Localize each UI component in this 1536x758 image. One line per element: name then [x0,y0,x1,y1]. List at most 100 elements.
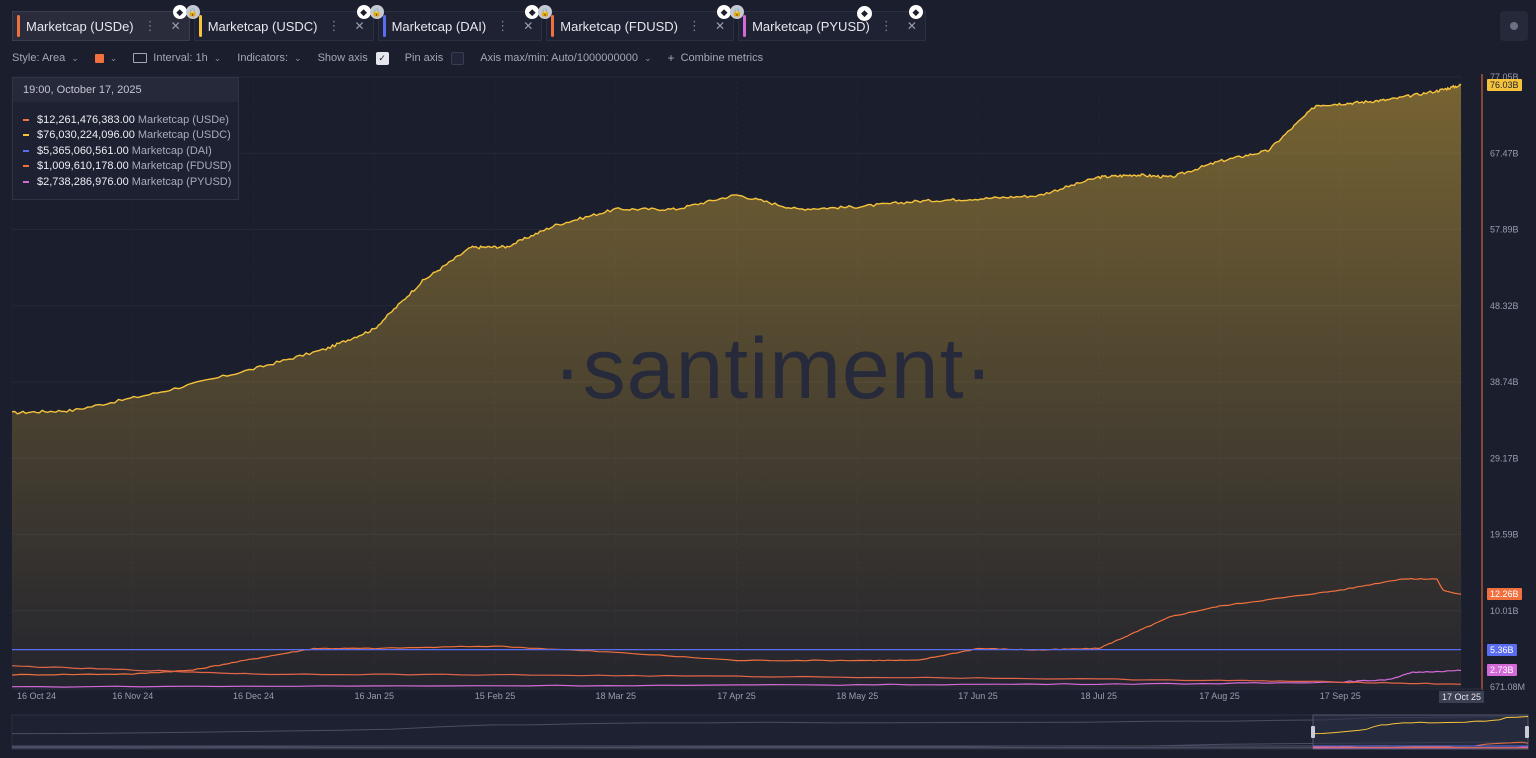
navigator-selection-line [1312,715,1529,735]
metric-tab[interactable]: Marketcap (USDe) ⋮ ✕ ◆ [12,5,190,41]
series-line [11,577,1462,676]
tab-label: Marketcap (USDe) [26,18,134,34]
y-tick-label: 10.01B [1490,606,1519,616]
style-dropdown[interactable]: Style: Area ⌄ [12,52,79,64]
series-dash [23,134,29,137]
indicators-dropdown[interactable]: Indicators: ⌄ [237,52,301,64]
show-axis-checkbox[interactable]: ✓ [375,51,389,65]
x-tick-label: 17 Apr 25 [717,691,756,701]
close-icon[interactable]: ✕ [523,19,534,33]
color-swatch [94,53,104,63]
calendar-icon [133,53,148,63]
pin-axis-checkbox[interactable] [451,51,465,65]
tab-label: Marketcap (FDUSD) [560,18,679,34]
tooltip-value: $12,261,476,383.00 [37,113,135,126]
chevron-down-icon: ⌄ [644,52,652,63]
last-value-badge: 76.03B [1487,79,1522,92]
metric-tab[interactable]: Marketcap (USDC) ⋮ ✕ ◆ 🔒 [185,5,374,41]
tooltip-row: $12,261,476,383.00 Marketcap (USDe) [13,112,238,128]
chevron-down-icon: ⌄ [109,52,118,63]
combine-metrics-button[interactable]: + Combine metrics [668,51,764,65]
close-icon[interactable]: ✕ [715,19,726,33]
series-dash [23,165,29,168]
close-icon[interactable]: ✕ [170,19,181,33]
tooltip-row: $76,030,224,096.00 Marketcap (USDC) [13,128,238,144]
chart-toolbar: Style: Area ⌄ ⌄ Interval: 1h ⌄ Indicator… [12,50,779,66]
settings-dot-button[interactable] [1500,11,1528,41]
series-color-swatch [743,15,747,37]
tooltip-value: $5,365,060,561.00 [37,144,129,157]
plus-icon: + [667,51,675,65]
tab-label: Marketcap (PYUSD) [752,18,870,34]
y-tick-label: 67.47B [1490,148,1519,158]
y-tick-label: 77.05B [1490,72,1519,82]
tooltip-row: $5,365,060,561.00 Marketcap (DAI) [13,143,238,159]
series-line [11,665,1462,685]
tooltip-series-name: Marketcap (DAI) [131,144,212,157]
hover-tooltip: 19:00, October 17, 2025 $12,261,476,383.… [12,77,239,200]
series-color-swatch [17,15,20,37]
range-navigator[interactable] [11,714,1529,750]
style-label: Style: Area [12,52,66,64]
metric-tab[interactable]: Marketcap (FDUSD) ⋮ ✕ ◆ 🔒 [538,5,735,41]
y-tick-label: 48.32B [1490,301,1519,311]
tooltip-date: 19:00, October 17, 2025 [13,78,238,102]
ethereum-icon: ◆ [356,5,371,19]
x-tick-label: 16 Oct 24 [17,691,56,701]
close-icon[interactable]: ✕ [354,19,365,33]
indicators-label: Indicators: [237,52,289,64]
ethereum-icon: ◆ [525,5,540,19]
more-options-icon[interactable]: ⋮ [688,18,702,33]
interval-label: Interval: 1h [153,52,208,64]
tooltip-series-name: Marketcap (FDUSD) [131,160,232,173]
chevron-down-icon: ⌄ [71,52,79,63]
x-axis: 16 Oct 24 16 Nov 24 16 Dec 24 16 Jan 25 15 F… [12,688,1482,701]
y-tick-label: 29.17B [1490,453,1519,463]
more-options-icon[interactable]: ⋮ [143,18,157,33]
tooltip-rows: $12,261,476,383.00 Marketcap (USDe) $76,03… [13,102,238,190]
y-axis: 77.05B 67.47B 57.89B 48.32B 38.74B 29.17B 19.5… [1481,72,1525,692]
pin-axis-label: Pin axis [404,52,444,64]
y-tick-label: 57.89B [1490,225,1519,235]
y-tick-label: 19.59B [1490,530,1519,540]
more-options-icon[interactable]: ⋮ [496,18,510,33]
last-value-badge: 12.26B [1487,588,1522,601]
ethereum-icon: ◆ [857,6,872,21]
series-color-swatch [382,15,386,37]
pin-axis-toggle[interactable]: Pin axis [404,51,465,65]
x-tick-label: 16 Jan 25 [354,691,394,701]
series-dash [23,180,29,183]
close-icon[interactable]: ✕ [906,19,917,33]
y-tick-label: 671.08M [1490,682,1525,692]
last-value-badge: 2.73B [1487,664,1517,677]
color-picker[interactable]: ⌄ [94,52,118,64]
tab-label: Marketcap (USDC) [207,18,318,34]
navigator-right-handle [1525,726,1529,738]
tooltip-series-name: Marketcap (USDC) [137,129,231,142]
interval-dropdown[interactable]: Interval: 1h ⌄ [133,52,221,64]
metric-tab[interactable]: Marketcap (PYUSD) ⋮ ✕ ◆ 🔒 [730,5,926,41]
x-tick-label: 18 May 25 [836,691,878,701]
chevron-down-icon: ⌄ [213,52,222,63]
x-tick-label: 17 Aug 25 [1199,691,1240,701]
chart-series [11,83,1462,688]
chevron-down-icon: ⌄ [294,52,302,63]
x-tick-label: 17 Sep 25 [1320,691,1361,701]
current-date-badge: 17 Oct 25 [1439,691,1485,703]
metric-tab[interactable]: Marketcap (DAI) ⋮ ✕ ◆ 🔒 [369,5,543,41]
ethereum-icon: ◆ [172,5,187,19]
tab-label: Marketcap (DAI) [391,18,487,34]
x-tick-label: 18 Jul 25 [1080,691,1117,701]
usdc-area [12,84,1461,687]
more-options-icon[interactable]: ⋮ [327,18,341,33]
ethereum-icon: ◆ [717,5,732,19]
series-dash [23,118,29,121]
tooltip-value: $1,009,610,178.00 [37,160,129,173]
show-axis-toggle[interactable]: Show axis ✓ [317,51,389,65]
axis-minmax-dropdown[interactable]: Axis max/min: Auto/1000000000 ⌄ [480,52,651,64]
navigator-left-handle [1311,726,1315,738]
show-axis-label: Show axis [317,52,368,64]
more-options-icon[interactable]: ⋮ [879,18,893,33]
navigator-selection-line [1312,746,1529,749]
